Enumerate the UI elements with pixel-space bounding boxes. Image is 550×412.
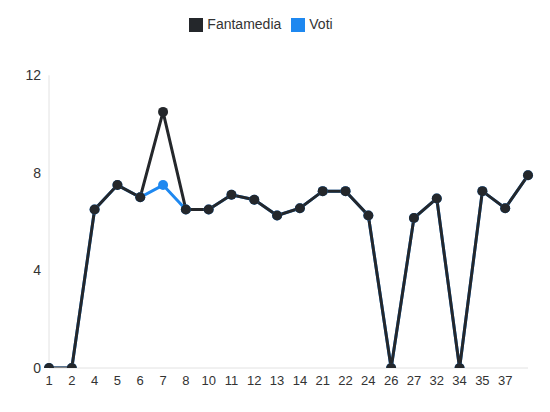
svg-text:4: 4	[91, 373, 98, 388]
svg-text:22: 22	[338, 373, 352, 388]
svg-text:21: 21	[315, 373, 329, 388]
svg-text:14: 14	[293, 373, 307, 388]
svg-text:0: 0	[33, 360, 41, 376]
svg-text:7: 7	[159, 373, 166, 388]
html-text:Voti: Voti	[309, 16, 333, 32]
svg-text:37: 37	[498, 373, 512, 388]
svg-text:6: 6	[137, 373, 144, 388]
svg-text:35: 35	[475, 373, 489, 388]
svg-text:4: 4	[33, 262, 41, 278]
svg-text:1: 1	[45, 373, 52, 388]
svg-text:12: 12	[247, 373, 261, 388]
svg-text:32: 32	[430, 373, 444, 388]
svg-text:26: 26	[384, 373, 398, 388]
svg-text:8: 8	[182, 373, 189, 388]
svg-text:24: 24	[361, 373, 375, 388]
svg-text:13: 13	[270, 373, 284, 388]
html-text:Fantamedia: Fantamedia	[207, 16, 282, 32]
svg-text:27: 27	[407, 373, 421, 388]
svg-text:11: 11	[225, 373, 239, 388]
svg-text:10: 10	[201, 373, 215, 388]
svg-text:8: 8	[33, 165, 41, 181]
svg-text:12: 12	[25, 67, 41, 83]
svg-text:5: 5	[114, 373, 121, 388]
svg-text:34: 34	[452, 373, 466, 388]
svg-text:2: 2	[68, 373, 75, 388]
